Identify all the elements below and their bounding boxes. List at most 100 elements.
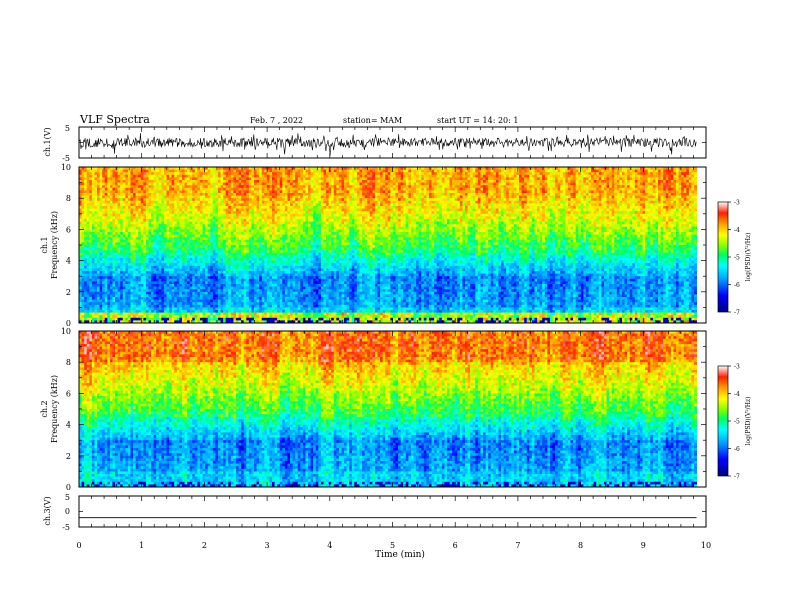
- spectrogram-cell: [84, 180, 88, 183]
- spectrogram-cell: [403, 193, 407, 196]
- spectrogram-cell: [426, 216, 430, 220]
- spectrogram-cell: [405, 208, 409, 212]
- spectrogram-cell: [323, 172, 327, 176]
- spectrogram-cell: [220, 177, 224, 181]
- spectrogram-cell: [395, 203, 399, 207]
- spectrogram-cell: [354, 198, 358, 202]
- spectrogram-cell: [372, 206, 376, 209]
- spectrogram-cell: [408, 198, 412, 202]
- spectrogram-cell: [465, 200, 468, 204]
- spectrogram-cell: [428, 174, 432, 178]
- spectrogram-cell: [580, 172, 584, 176]
- spectrogram-cell: [328, 193, 332, 196]
- spectrogram-cell: [117, 172, 121, 176]
- spectrogram-cell: [287, 206, 291, 209]
- spectrogram-cell: [284, 195, 288, 199]
- spectrogram-cell: [241, 187, 245, 191]
- spectrogram-cell: [135, 172, 139, 176]
- spectrogram-cell: [513, 213, 517, 217]
- spectrogram-cell: [148, 208, 152, 212]
- spectrogram-cell: [542, 195, 546, 199]
- spectrogram-cell: [557, 193, 561, 196]
- spectrogram-cell: [410, 213, 414, 217]
- spectrogram-cell: [575, 206, 579, 209]
- spectrogram-cell: [282, 213, 286, 217]
- spectrogram-cell: [359, 211, 363, 215]
- spectrogram-cell: [153, 172, 157, 176]
- spectrogram-cell: [529, 190, 533, 194]
- spectrogram-cell: [519, 206, 523, 209]
- spectrogram-cell: [313, 195, 317, 199]
- spectrogram-cell: [248, 167, 252, 170]
- spectrogram-cell: [606, 169, 610, 173]
- spectrogram-cell: [531, 198, 535, 202]
- spectrogram-cell: [261, 198, 265, 202]
- spectrogram-cell: [645, 185, 649, 189]
- spectrogram-cell: [385, 203, 389, 207]
- spectrogram-cell: [647, 174, 651, 178]
- spectrogram-cell: [143, 208, 147, 212]
- spectrogram-cell: [534, 198, 538, 202]
- spectrogram-cell: [537, 174, 541, 178]
- spectrogram-cell: [117, 167, 121, 170]
- spectrogram-cell: [534, 216, 538, 220]
- spectrogram-cell: [583, 180, 587, 183]
- spectrogram-cell: [676, 187, 679, 191]
- spectrogram-cell: [632, 211, 636, 215]
- spectrogram-cell: [513, 177, 517, 181]
- spectrogram-cell: [544, 177, 548, 181]
- spectrogram-cell: [127, 200, 131, 204]
- spectrogram-cell: [598, 185, 602, 189]
- spectrogram-cell: [302, 174, 306, 178]
- spectrogram-cell: [560, 190, 564, 194]
- spectrogram-cell: [354, 174, 358, 178]
- spectrogram-cell: [650, 182, 654, 186]
- spectrogram-cell: [81, 177, 85, 181]
- spectrogram-cell: [215, 213, 219, 217]
- spectrogram-cell: [660, 167, 664, 170]
- spectrogram-cell: [94, 211, 98, 215]
- spectrogram-cell: [457, 182, 461, 186]
- spectrogram-cell: [86, 174, 90, 178]
- spectrogram-cell: [454, 200, 458, 204]
- spectrogram-cell: [408, 208, 412, 212]
- spectrogram-cell: [539, 185, 543, 189]
- spectrogram-cell: [104, 219, 108, 222]
- spectrogram-cell: [349, 167, 353, 170]
- spectrogram-cell: [428, 198, 432, 202]
- spectrogram-cell: [578, 177, 582, 181]
- spectrogram-cell: [97, 195, 100, 199]
- spectrogram-cell: [524, 190, 528, 194]
- spectrogram-cell: [171, 180, 175, 183]
- spectrogram-cell: [580, 174, 584, 178]
- spectrogram-cell: [601, 195, 605, 199]
- spectrogram-cell: [241, 206, 245, 209]
- spectrogram-cell: [120, 185, 124, 189]
- spectrogram-cell: [488, 206, 492, 209]
- spectrogram-cell: [627, 182, 631, 186]
- spectrogram-cell: [246, 180, 250, 183]
- spectrogram-cell: [279, 182, 283, 186]
- spectrogram-cell: [516, 211, 520, 215]
- spectrogram-cell: [79, 213, 82, 217]
- spectrogram-cell: [537, 193, 541, 196]
- spectrogram-cell: [493, 174, 497, 178]
- spectrogram-cell: [439, 180, 443, 183]
- spectrogram-cell: [225, 177, 229, 181]
- spectrogram-cell: [652, 182, 656, 186]
- spectrogram-cell: [284, 208, 288, 212]
- spectrogram-cell: [202, 203, 206, 207]
- spectrogram-cell: [112, 172, 116, 176]
- spectrogram-cell: [449, 172, 453, 176]
- spectrogram-cell: [109, 182, 113, 186]
- spectrogram-cell: [382, 182, 386, 186]
- spectrogram-cell: [84, 182, 88, 186]
- spectrogram-cell: [107, 185, 111, 189]
- spectrogram-cell: [230, 182, 234, 186]
- spectrogram-cell: [678, 169, 682, 173]
- spectrogram-cell: [410, 185, 414, 189]
- spectrogram-cell: [603, 187, 607, 191]
- spectrogram-cell: [310, 174, 314, 178]
- spectrogram-cell: [179, 200, 183, 204]
- spectrogram-cell: [410, 211, 414, 215]
